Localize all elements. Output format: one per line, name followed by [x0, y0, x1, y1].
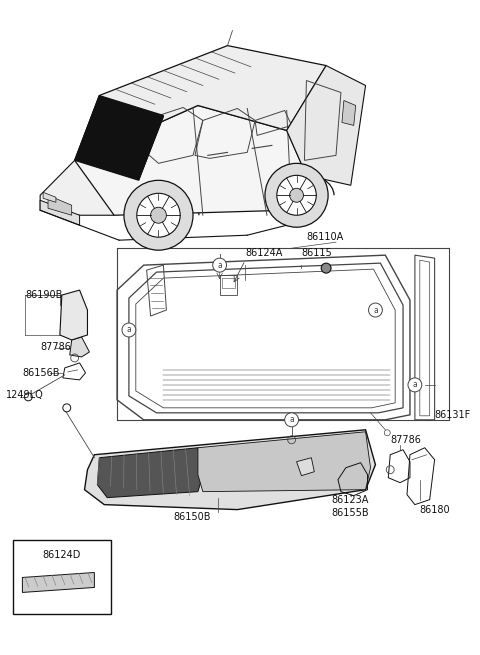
Polygon shape: [40, 160, 114, 215]
Polygon shape: [84, 430, 375, 510]
Circle shape: [265, 163, 328, 227]
Text: 86155B: 86155B: [331, 508, 369, 517]
Text: 86180: 86180: [420, 504, 450, 515]
Text: 86124A: 86124A: [245, 248, 283, 258]
Text: 86124D: 86124D: [42, 550, 81, 559]
Circle shape: [24, 550, 37, 565]
Bar: [222, 278, 235, 288]
Text: 1249LQ: 1249LQ: [6, 390, 43, 400]
Polygon shape: [23, 572, 95, 592]
Circle shape: [285, 413, 299, 427]
Text: a: a: [28, 553, 33, 562]
Polygon shape: [342, 100, 356, 125]
Polygon shape: [75, 96, 163, 180]
Text: a: a: [412, 381, 417, 389]
Text: 86123A: 86123A: [331, 495, 369, 504]
Polygon shape: [40, 200, 80, 225]
Circle shape: [151, 207, 167, 223]
Polygon shape: [287, 66, 366, 185]
Text: 87786: 87786: [390, 435, 421, 445]
Circle shape: [289, 188, 303, 202]
Polygon shape: [60, 290, 87, 340]
Polygon shape: [75, 46, 326, 160]
Text: 86156B: 86156B: [23, 368, 60, 378]
Circle shape: [277, 176, 316, 215]
Circle shape: [122, 323, 136, 337]
Text: a: a: [373, 305, 378, 314]
Polygon shape: [297, 458, 314, 476]
Text: a: a: [289, 415, 294, 424]
Polygon shape: [198, 432, 371, 492]
Circle shape: [369, 303, 383, 317]
Circle shape: [213, 258, 227, 272]
Text: 86110A: 86110A: [306, 232, 344, 242]
Circle shape: [63, 404, 71, 412]
Polygon shape: [134, 140, 147, 153]
Circle shape: [408, 378, 422, 392]
Text: 86115: 86115: [301, 248, 332, 258]
Polygon shape: [97, 448, 203, 498]
Text: a: a: [217, 261, 222, 270]
Circle shape: [137, 193, 180, 237]
Text: a: a: [127, 326, 131, 335]
Circle shape: [321, 263, 331, 273]
Text: 86190B: 86190B: [25, 290, 63, 300]
Polygon shape: [43, 193, 56, 202]
Polygon shape: [48, 195, 72, 215]
Text: 86131F: 86131F: [434, 410, 471, 420]
Circle shape: [124, 180, 193, 250]
Circle shape: [24, 393, 32, 401]
Text: 86150B: 86150B: [173, 512, 211, 521]
Polygon shape: [70, 337, 89, 357]
Polygon shape: [75, 105, 306, 215]
Text: 87786: 87786: [40, 342, 71, 352]
Bar: [12, 540, 111, 614]
